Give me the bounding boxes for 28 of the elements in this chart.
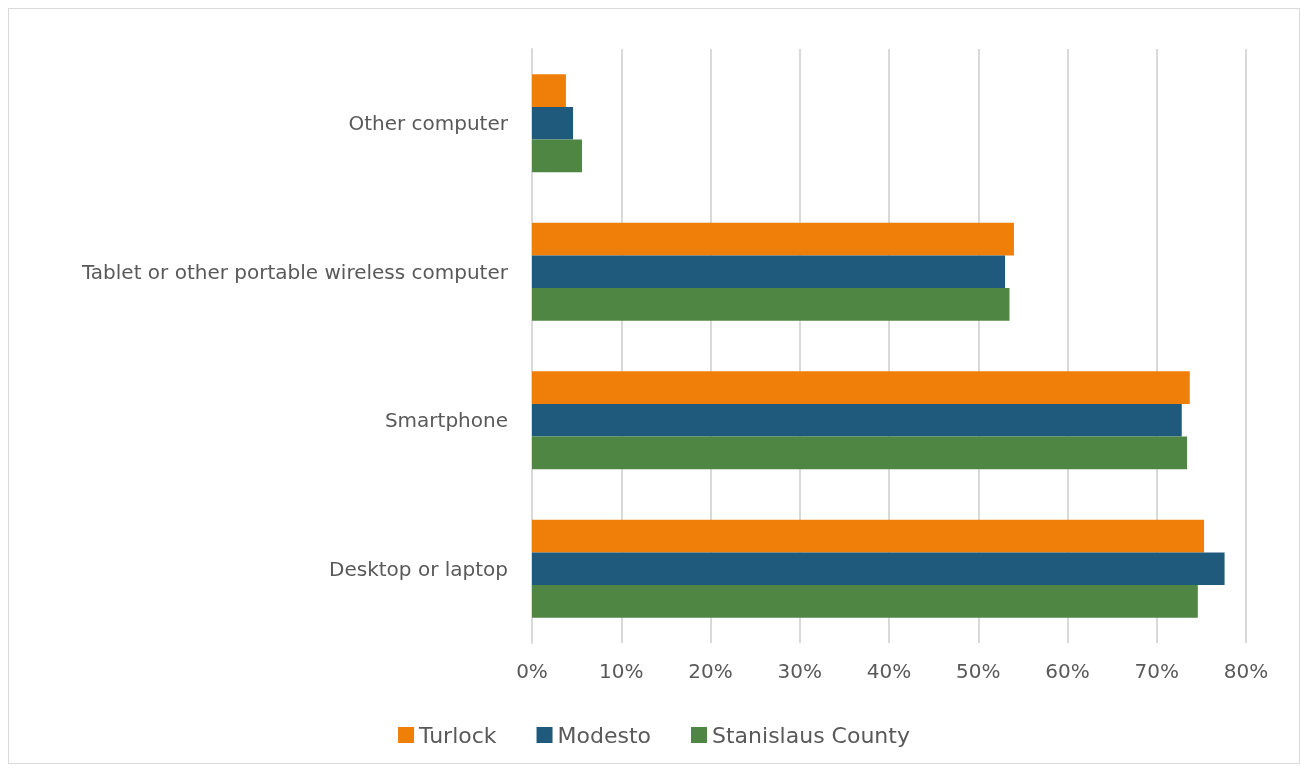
x-tick-label: 70% [1134, 659, 1179, 683]
bar [532, 74, 566, 107]
bar [532, 255, 1006, 289]
bar [532, 139, 582, 173]
bar [532, 106, 574, 140]
bar [532, 519, 1205, 553]
y-tick-label: Tablet or other portable wireless computer [80, 259, 509, 284]
bar [532, 436, 1188, 470]
x-tick-label: 10% [599, 659, 644, 683]
legend-label: Stanislaus County [712, 722, 910, 748]
legend-label: Modesto [557, 722, 652, 748]
x-tick-label: 30% [777, 659, 822, 683]
x-tick-label: 20% [688, 659, 733, 683]
legend-label: Turlock [418, 722, 497, 748]
bar [532, 403, 1182, 437]
bar [532, 585, 1198, 618]
x-tick-label: 0% [516, 659, 548, 683]
x-tick-label: 40% [866, 659, 912, 683]
bar [532, 552, 1225, 586]
bar [532, 222, 1014, 256]
y-tick-label: Other computer [348, 111, 509, 136]
x-tick-label: 60% [1045, 659, 1090, 683]
y-tick-label: Smartphone [384, 408, 508, 433]
bar [532, 371, 1190, 404]
x-tick-label: 50% [956, 659, 1001, 683]
bar [532, 288, 1010, 321]
x-tick-label: 80% [1223, 659, 1269, 683]
y-tick-label: Desktop or laptop [329, 556, 508, 581]
